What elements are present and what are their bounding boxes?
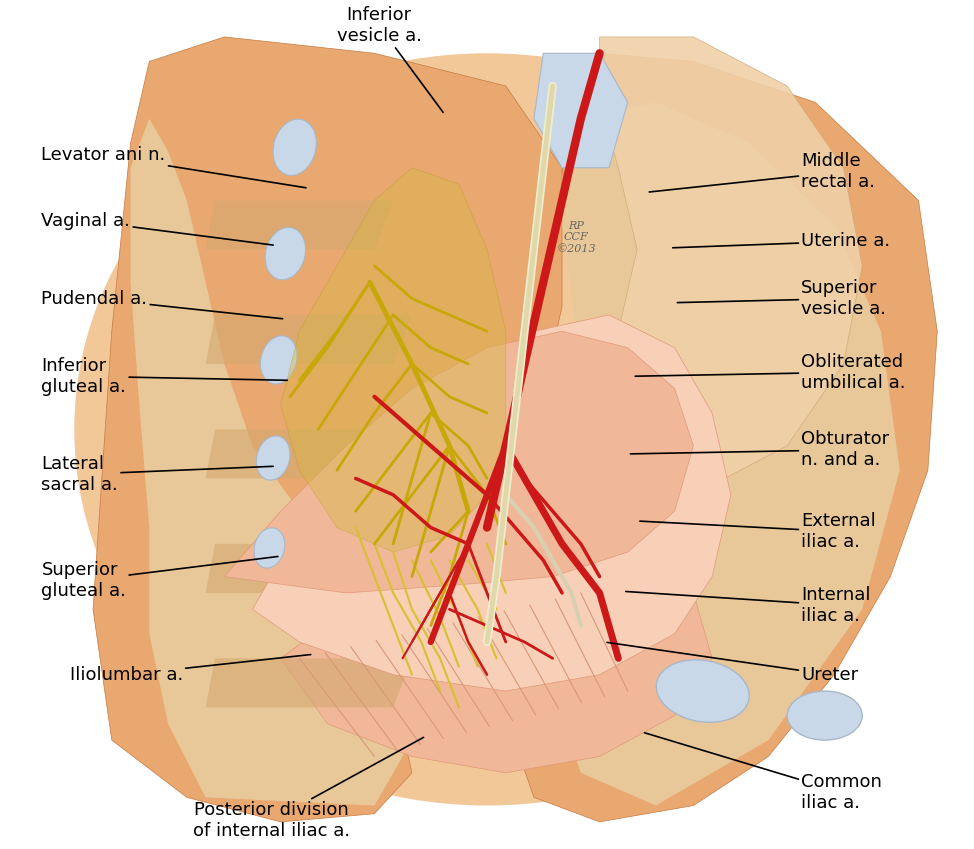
Polygon shape bbox=[206, 658, 412, 707]
Polygon shape bbox=[600, 37, 862, 495]
Text: Common
iliac a.: Common iliac a. bbox=[645, 733, 882, 812]
Text: Levator ani n.: Levator ani n. bbox=[42, 147, 306, 188]
Text: Inferior
gluteal a.: Inferior gluteal a. bbox=[42, 357, 287, 396]
Text: Iliolumbar a.: Iliolumbar a. bbox=[69, 655, 311, 683]
Text: Ureter: Ureter bbox=[607, 643, 858, 683]
Polygon shape bbox=[552, 103, 900, 806]
Text: Pudendal a.: Pudendal a. bbox=[42, 290, 282, 318]
Polygon shape bbox=[252, 315, 730, 691]
Polygon shape bbox=[94, 37, 562, 822]
Text: Inferior
vesicle a.: Inferior vesicle a. bbox=[337, 6, 443, 112]
Text: Lateral
sacral a.: Lateral sacral a. bbox=[42, 455, 273, 494]
Polygon shape bbox=[206, 430, 449, 479]
Polygon shape bbox=[206, 544, 431, 593]
Text: Obturator
n. and a.: Obturator n. and a. bbox=[630, 430, 889, 469]
Polygon shape bbox=[506, 53, 937, 822]
Text: Obliterated
umbilical a.: Obliterated umbilical a. bbox=[635, 353, 906, 391]
Text: Internal
iliac a.: Internal iliac a. bbox=[625, 586, 871, 625]
Polygon shape bbox=[206, 200, 393, 250]
Text: Superior
gluteal a.: Superior gluteal a. bbox=[42, 556, 278, 600]
Polygon shape bbox=[131, 119, 412, 806]
Ellipse shape bbox=[787, 691, 862, 740]
Ellipse shape bbox=[74, 53, 900, 806]
Text: Uterine a.: Uterine a. bbox=[673, 233, 890, 250]
Ellipse shape bbox=[265, 228, 306, 280]
Polygon shape bbox=[224, 331, 693, 593]
Text: RP
CCF
©2013: RP CCF ©2013 bbox=[556, 221, 596, 254]
Ellipse shape bbox=[260, 335, 297, 384]
Polygon shape bbox=[206, 315, 412, 364]
Text: Superior
vesicle a.: Superior vesicle a. bbox=[677, 279, 886, 318]
Polygon shape bbox=[534, 53, 627, 168]
Text: External
iliac a.: External iliac a. bbox=[640, 512, 876, 551]
Text: Posterior division
of internal iliac a.: Posterior division of internal iliac a. bbox=[193, 738, 424, 841]
Text: Vaginal a.: Vaginal a. bbox=[42, 212, 273, 245]
Ellipse shape bbox=[256, 436, 290, 481]
Text: Middle
rectal a.: Middle rectal a. bbox=[650, 153, 876, 192]
Polygon shape bbox=[281, 168, 506, 552]
Ellipse shape bbox=[254, 528, 284, 568]
Ellipse shape bbox=[273, 119, 317, 176]
Polygon shape bbox=[281, 527, 712, 773]
Ellipse shape bbox=[656, 660, 749, 722]
